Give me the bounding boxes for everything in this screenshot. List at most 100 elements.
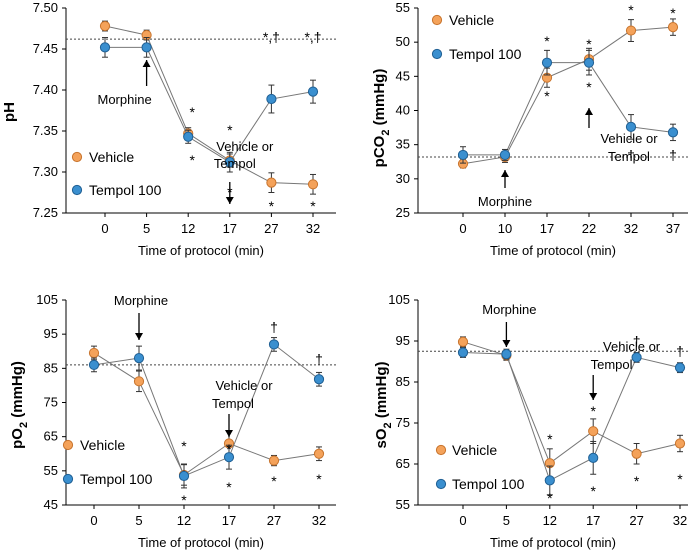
arrow-head xyxy=(502,340,511,347)
y-axis-label-main: sO xyxy=(373,428,390,448)
legend-label-tempol: Tempol 100 xyxy=(449,46,522,62)
y-tick-label: 55 xyxy=(396,497,410,512)
data-point-vehicle xyxy=(313,448,325,459)
y-tick-label: 65 xyxy=(44,429,58,444)
y-tick-label: 25 xyxy=(396,205,410,220)
y-tick-label: 7.40 xyxy=(33,82,58,97)
x-tick-label: 0 xyxy=(459,221,466,236)
legend-marker-tempol xyxy=(71,184,83,196)
vehicle-tempol-arrow xyxy=(225,414,233,437)
data-point-tempol xyxy=(266,93,277,105)
data-point-tempol xyxy=(307,86,319,97)
arrow-head xyxy=(501,170,509,177)
y-tick-label: 7.30 xyxy=(33,164,58,179)
sig-star-dagger: *,† xyxy=(304,29,321,45)
panel-so2: 105 95 85 75 65 55 0 5 12 17 27 32 Time of protocol … xyxy=(373,292,688,550)
y-axis-label-unit: (mmHg) xyxy=(371,69,388,130)
sig-star: * xyxy=(544,33,550,49)
x-tick-label: 17 xyxy=(586,513,600,528)
series-tempol xyxy=(457,49,679,164)
y-tick-label: 85 xyxy=(44,360,58,375)
y-axis-label-sub: 2 xyxy=(18,422,30,428)
x-tick-label: 12 xyxy=(181,221,195,236)
event-label-morphine: Morphine xyxy=(482,302,536,317)
x-tick-label: 32 xyxy=(306,221,320,236)
series-vehicle xyxy=(88,345,325,486)
y-axis-label: pH xyxy=(1,102,18,122)
sig-star: * xyxy=(269,198,275,214)
sig-star: * xyxy=(590,403,596,419)
data-point-vehicle xyxy=(625,25,637,36)
data-point-tempol xyxy=(625,121,637,133)
data-point-tempol xyxy=(499,149,511,161)
event-label-morphine: Morphine xyxy=(97,92,151,107)
sig-star: * xyxy=(227,184,233,200)
y-tick-label: 35 xyxy=(396,137,410,152)
y-tick-label: 105 xyxy=(388,292,410,307)
y-tick-label: 45 xyxy=(396,68,410,83)
data-point-tempol xyxy=(141,42,152,53)
data-point-tempol xyxy=(313,374,325,385)
arrow-head xyxy=(142,60,151,67)
x-tick-label: 0 xyxy=(101,221,108,236)
y-tick-label: 7.25 xyxy=(33,205,58,220)
event-label-tempol: Tempol xyxy=(212,396,254,411)
x-tick-label: 10 xyxy=(498,221,512,236)
data-point-tempol xyxy=(183,131,194,142)
legend-marker-vehicle xyxy=(71,151,83,163)
sig-dagger: † xyxy=(633,333,641,349)
x-tick-label: 17 xyxy=(223,221,237,236)
data-point-tempol xyxy=(88,359,100,371)
data-point-tempol xyxy=(583,57,595,68)
sig-star: * xyxy=(677,471,683,487)
y-axis-label: pCO2 (mmHg) xyxy=(371,69,392,168)
y-tick-label: 45 xyxy=(44,497,58,512)
data-point-tempol xyxy=(674,362,686,373)
data-point-vehicle xyxy=(588,426,599,437)
sig-star: * xyxy=(310,198,316,214)
data-point-tempol xyxy=(457,347,469,358)
vehicle-tempol-arrow xyxy=(585,108,593,128)
legend-marker-vehicle xyxy=(431,14,443,26)
y-axis-label-main: pCO xyxy=(371,135,388,167)
x-tick-label: 22 xyxy=(582,221,596,236)
x-tick-label: 17 xyxy=(222,513,236,528)
legend-marker-tempol xyxy=(62,473,74,485)
sig-star: * xyxy=(189,104,195,120)
legend-label-vehicle: Vehicle xyxy=(80,437,125,453)
series-tempol xyxy=(99,37,319,173)
sig-dagger: † xyxy=(627,147,635,163)
sig-star: * xyxy=(586,36,592,52)
y-tick-label: 55 xyxy=(44,463,58,478)
y-axis-label-unit: (mmHg) xyxy=(9,361,26,422)
data-point-vehicle xyxy=(631,448,642,459)
sig-star: * xyxy=(226,441,232,457)
data-point-tempol xyxy=(544,475,555,486)
data-point-tempol xyxy=(501,349,512,360)
data-point-tempol xyxy=(224,157,235,168)
data-point-tempol xyxy=(457,149,469,161)
x-tick-label: 17 xyxy=(540,221,554,236)
x-tick-label: 5 xyxy=(503,513,510,528)
data-point-vehicle xyxy=(266,177,277,188)
y-tick-label: 7.35 xyxy=(33,123,58,138)
series-line xyxy=(93,343,320,477)
vehicle-tempol-arrow xyxy=(225,182,234,204)
event-label-vehicle-or: Vehicle or xyxy=(600,131,658,146)
event-label-vehicle-or: Vehicle or xyxy=(603,339,661,354)
sig-star: * xyxy=(590,483,596,499)
sig-star: * xyxy=(547,431,553,447)
data-point-vehicle xyxy=(133,376,145,387)
data-point-tempol xyxy=(588,452,599,463)
sig-star: * xyxy=(628,2,634,18)
event-label-tempol: Tempol xyxy=(608,149,650,164)
x-tick-label: 27 xyxy=(629,513,643,528)
y-tick-label: 7.45 xyxy=(33,41,58,56)
event-label-vehicle-or: Vehicle or xyxy=(215,378,273,393)
x-axis-label: Time of protocol (min) xyxy=(490,535,616,550)
y-tick-label: 95 xyxy=(396,333,410,348)
y-axis-label-main: pO xyxy=(9,428,26,449)
y-tick-label: 85 xyxy=(396,374,410,389)
series-line xyxy=(462,351,681,482)
